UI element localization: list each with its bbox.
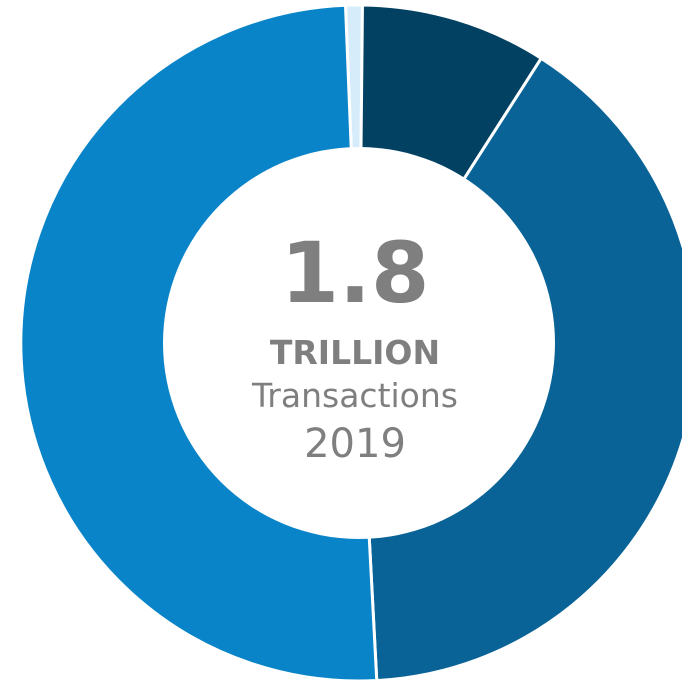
center-year: 2019 (304, 421, 406, 467)
center-unit: TRILLION (270, 333, 440, 372)
center-value: 1.8 (281, 224, 430, 322)
center-label: Transactions (251, 376, 458, 415)
donut-hole (163, 147, 555, 539)
